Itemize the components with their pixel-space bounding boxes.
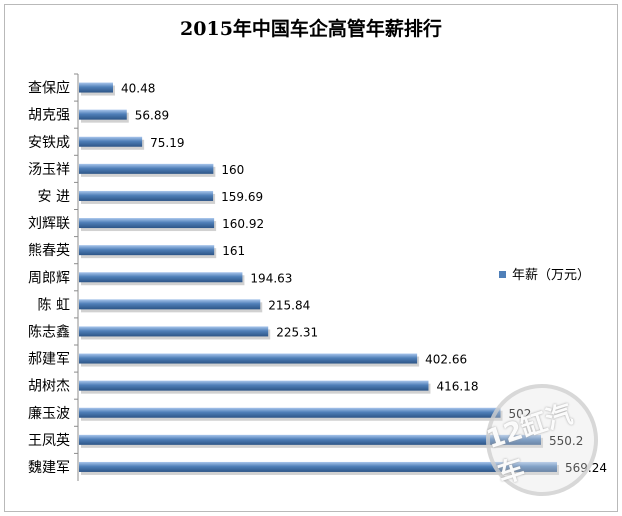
- y-tick-label: 郝建军: [28, 352, 70, 368]
- bar: [79, 82, 113, 93]
- y-tick-label: 刘辉联: [28, 216, 70, 232]
- data-label: 160.92: [222, 217, 264, 231]
- bar: [79, 407, 501, 418]
- bar: [79, 245, 215, 256]
- y-tick-label: 汤玉祥: [28, 162, 70, 178]
- chart-title: 2015年中国车企高管年薪排行: [180, 18, 442, 40]
- legend-swatch: [499, 271, 506, 278]
- bar: [79, 163, 214, 174]
- data-label: 416.18: [436, 380, 478, 394]
- bar: [79, 380, 429, 391]
- bar: [79, 218, 215, 229]
- bar: [79, 109, 127, 120]
- bar: [79, 353, 418, 364]
- data-label: 56.89: [135, 109, 169, 123]
- bar: [79, 272, 243, 283]
- data-label: 569.24: [565, 461, 607, 475]
- y-tick-label: 安铁成: [28, 135, 70, 151]
- bar: [79, 326, 269, 337]
- bar: [79, 434, 542, 445]
- y-tick-label: 胡克强: [28, 108, 70, 124]
- y-tick-label: 廉玉波: [28, 405, 70, 422]
- y-tick-label: 陈 虹: [38, 296, 70, 313]
- data-label: 550.2: [549, 434, 583, 448]
- y-tick-label: 安 进: [38, 189, 70, 205]
- legend-label: 年薪（万元）: [512, 268, 590, 283]
- bar: [79, 190, 214, 201]
- y-tick-label: 熊春英: [28, 242, 70, 259]
- data-label: 75.19: [150, 136, 184, 150]
- y-tick-label: 魏建军: [28, 460, 70, 476]
- y-tick-label: 王凤英: [28, 432, 70, 449]
- y-tick-label: 陈志鑫: [28, 323, 70, 340]
- y-tick-label: 胡树杰: [28, 379, 70, 395]
- data-label: 159.69: [221, 190, 263, 204]
- bar: [79, 461, 557, 472]
- bar: [79, 299, 261, 310]
- data-label: 160: [221, 163, 244, 177]
- data-label: 215.84: [268, 298, 310, 312]
- data-label: 225.31: [276, 325, 318, 339]
- y-tick-label: 周郎辉: [28, 270, 70, 286]
- data-label: 40.48: [121, 82, 155, 96]
- data-label: 502: [509, 407, 532, 421]
- data-label: 402.66: [425, 353, 467, 367]
- bar: [79, 136, 143, 147]
- data-label: 194.63: [250, 271, 292, 285]
- data-label: 161: [222, 244, 245, 258]
- y-tick-label: 查保应: [28, 80, 70, 97]
